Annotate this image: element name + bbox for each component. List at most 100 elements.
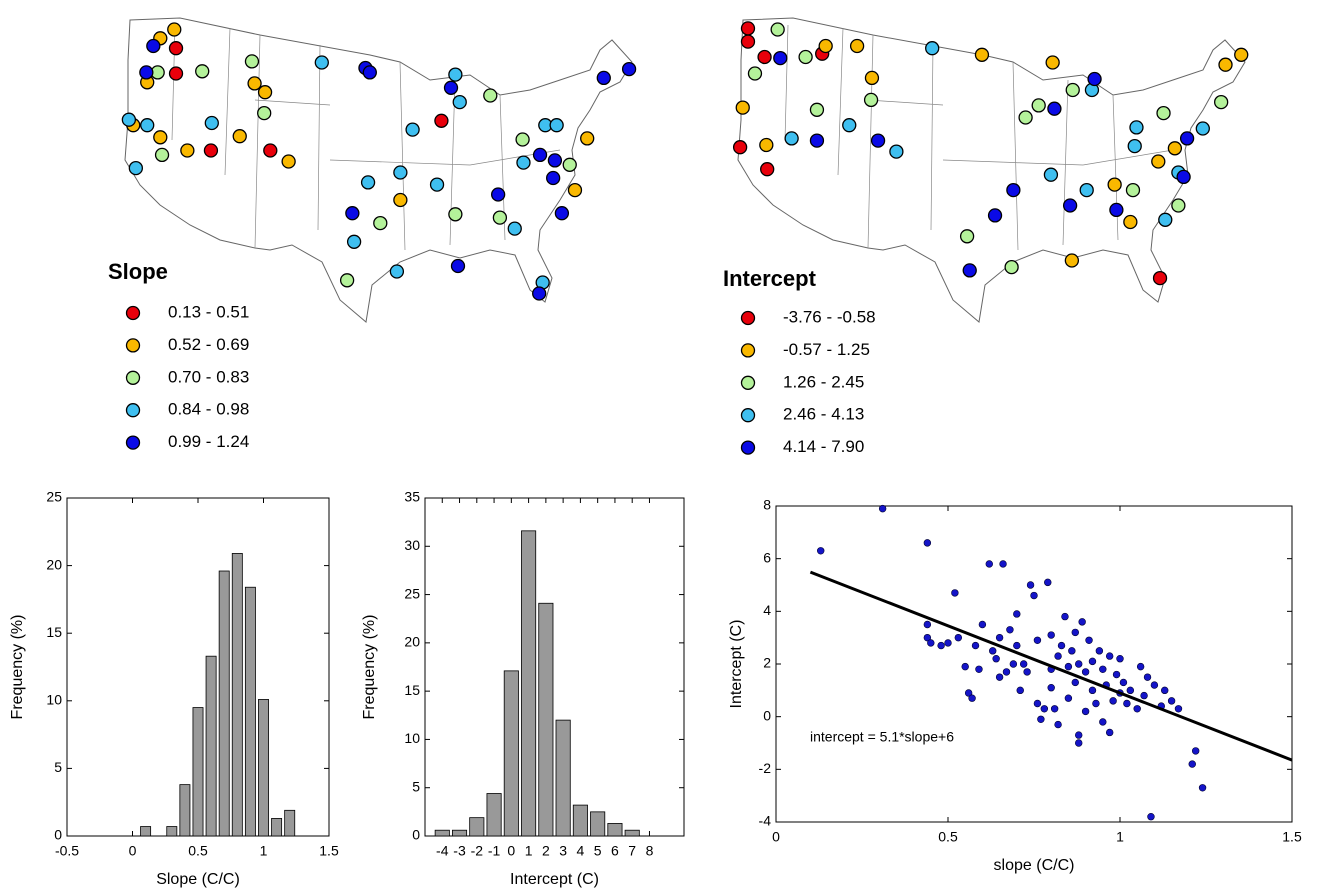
scatter-point <box>927 639 935 647</box>
scatter-point <box>1009 660 1018 668</box>
scatter-point <box>1047 631 1055 639</box>
scatter-point <box>1198 784 1207 792</box>
station-point <box>1218 57 1233 72</box>
scatter-point <box>1081 707 1090 716</box>
histogram-bar <box>271 818 283 837</box>
scatter-point <box>954 633 963 642</box>
scatter-point <box>1081 668 1090 676</box>
y-tick-label: 8 <box>763 497 771 513</box>
station-point <box>889 144 904 159</box>
histogram-bar <box>205 655 217 837</box>
x-axis-label: Slope (C/C) <box>156 871 240 888</box>
station-point <box>257 85 273 100</box>
scatter-point <box>1075 739 1083 747</box>
scatter-point <box>923 633 932 642</box>
scatter-point <box>1105 652 1114 660</box>
station-point <box>1171 198 1186 213</box>
y-tick-label: 0 <box>763 707 771 723</box>
scatter-point <box>1088 657 1097 666</box>
scatter-point <box>1030 591 1038 600</box>
station-point <box>1125 182 1141 198</box>
station-point <box>1234 47 1249 62</box>
station-point <box>1087 71 1102 87</box>
station-point <box>483 88 498 103</box>
station-point <box>773 50 788 66</box>
x-tick-label: -2 <box>471 843 484 859</box>
scatter-point <box>1033 636 1042 644</box>
legend-label: -0.57 - 1.25 <box>783 340 870 359</box>
plot-frame <box>775 505 1293 823</box>
legend-label: 0.70 - 0.83 <box>168 367 249 386</box>
scatter-point <box>992 655 1000 663</box>
station-point <box>1062 198 1078 213</box>
station-point <box>596 70 611 86</box>
x-tick-label: -3 <box>453 843 466 859</box>
histogram-bar <box>192 707 204 837</box>
station-point <box>405 122 420 137</box>
scatter-point <box>1123 699 1131 708</box>
y-tick-label: 10 <box>46 692 62 708</box>
station-point <box>452 94 467 110</box>
legend-title: Intercept <box>723 266 817 291</box>
fit-line <box>809 570 1293 762</box>
scatter-point <box>1133 705 1141 713</box>
scatter-point <box>1044 578 1052 587</box>
scatter-point <box>1047 683 1055 692</box>
scatter-point <box>878 504 887 513</box>
station-point <box>195 64 210 79</box>
station-point <box>1158 212 1173 227</box>
station-point <box>562 157 577 172</box>
x-tick-label: 4 <box>577 843 585 859</box>
scatter-point <box>1188 760 1196 768</box>
y-tick-label: 20 <box>46 556 62 572</box>
station-point <box>732 140 748 155</box>
histogram-bar <box>469 817 485 837</box>
scatter-point <box>995 633 1004 642</box>
scatter-point <box>1126 686 1135 695</box>
histogram-bar <box>166 826 178 837</box>
scatter-point <box>1013 641 1021 650</box>
station-point <box>1195 121 1210 136</box>
station-point <box>1167 141 1183 156</box>
legend-marker <box>740 310 756 326</box>
legend-marker <box>125 403 141 418</box>
station-point <box>515 132 530 147</box>
station-point <box>1123 214 1138 230</box>
map-outline <box>737 17 1246 323</box>
x-tick-label: 5 <box>594 843 602 859</box>
legend-marker <box>125 305 141 321</box>
station-point <box>974 47 990 62</box>
histogram-bar <box>258 699 269 837</box>
y-tick-label: 2 <box>763 655 771 671</box>
station-point <box>809 133 825 148</box>
histogram-bar <box>590 811 606 837</box>
histogram-bar <box>486 793 502 837</box>
y-tick-label: 0 <box>412 827 420 843</box>
station-point <box>1129 120 1144 135</box>
histogram-bar <box>607 823 623 837</box>
y-tick-label: -2 <box>759 760 772 776</box>
station-point <box>987 208 1003 223</box>
station-point <box>121 112 137 127</box>
scatter-point <box>1191 747 1200 755</box>
x-tick-label: 0 <box>507 843 515 859</box>
histogram-bar <box>521 530 537 837</box>
station-point <box>140 118 155 133</box>
station-point <box>784 131 799 146</box>
scatter-point <box>985 560 993 568</box>
station-point <box>1043 167 1059 182</box>
scatter-point <box>1150 681 1159 689</box>
station-point <box>1176 169 1191 185</box>
station-point <box>180 143 195 158</box>
x-tick-label: -0.5 <box>55 843 79 859</box>
scatter-point <box>1006 626 1014 634</box>
station-point <box>345 206 360 221</box>
y-tick-label: 15 <box>404 682 420 698</box>
y-axis-label: Frequency (%) <box>9 615 26 720</box>
station-point <box>492 210 508 225</box>
scatter-point <box>1147 813 1155 821</box>
scatter-point <box>1064 694 1073 702</box>
plot-frame <box>424 497 685 837</box>
y-tick-label: 15 <box>46 624 62 640</box>
